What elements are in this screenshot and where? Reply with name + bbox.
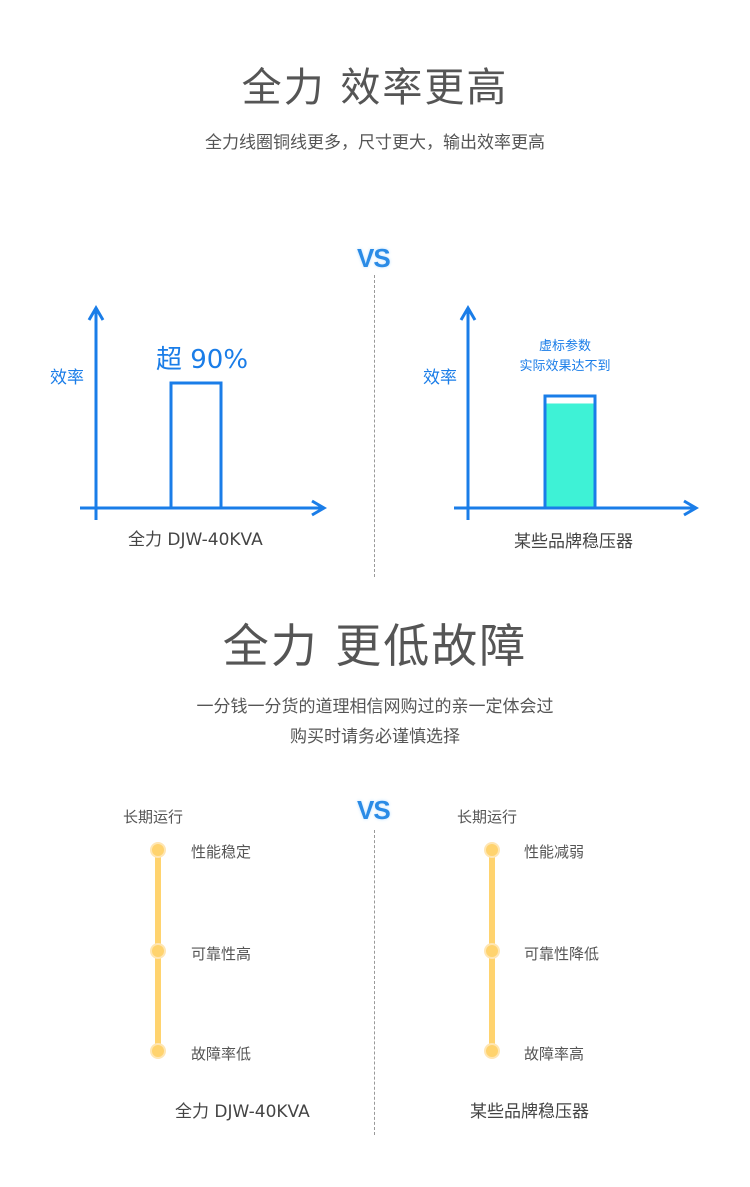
left-timeline-item-1: 性能稳定 [191,843,252,861]
left-timeline-dot-1 [150,842,166,858]
left-timeline-item-2: 可靠性高 [191,945,252,963]
section2-subtitle-line2: 购买时请务必谨慎选择 [290,727,460,747]
left-timeline-dot-3 [150,1043,166,1059]
right-x-arrow [683,499,699,517]
section1-title: 全力 效率更高 [241,65,509,111]
section2-title: 全力 更低故障 [222,619,528,673]
vs-badge-1: VS [357,243,391,273]
right-note-line1: 虚标参数 [538,339,591,354]
left-x-arrow [311,499,327,517]
left-timeline-item-3: 故障率低 [191,1045,252,1063]
section1-subtitle: 全力线圈铜线更多，尺寸更大，输出效率更高 [205,133,545,153]
right-bar [543,394,597,510]
right-timeline-item-3: 故障率高 [524,1045,585,1063]
left-y-arrow [87,305,105,321]
left-caption-2: 全力 DJW-40KVA [175,1102,310,1122]
right-note-line2: 实际效果达不到 [519,359,611,374]
right-timeline-item-1: 性能减弱 [524,843,585,861]
right-timeline-dot-3 [484,1043,500,1059]
right-timeline-item-2: 可靠性降低 [524,945,600,963]
right-timeline-header: 长期运行 [457,808,518,826]
right-bar-gap [546,397,594,404]
vs-badge-2: VS [357,795,391,825]
left-bar-label: 超 90% [156,345,249,375]
left-ylabel: 效率 [50,368,84,388]
right-y-arrow [459,305,477,321]
right-caption: 某些品牌稳压器 [514,532,633,552]
left-efficiency-chart [80,305,327,520]
right-efficiency-chart [454,305,699,520]
right-timeline-dot-1 [484,842,500,858]
left-bar [169,381,223,510]
left-timeline-dot-2 [150,943,166,959]
left-timeline-header: 长期运行 [123,808,184,826]
right-ylabel: 效率 [423,368,457,388]
right-timeline-dot-2 [484,943,500,959]
right-caption-2: 某些品牌稳压器 [470,1102,589,1122]
section2-subtitle-line1: 一分钱一分货的道理相信网购过的亲一定体会过 [196,697,554,717]
divider-line-2 [374,830,375,1135]
divider-line-1 [374,275,375,577]
left-caption: 全力 DJW-40KVA [128,530,263,550]
